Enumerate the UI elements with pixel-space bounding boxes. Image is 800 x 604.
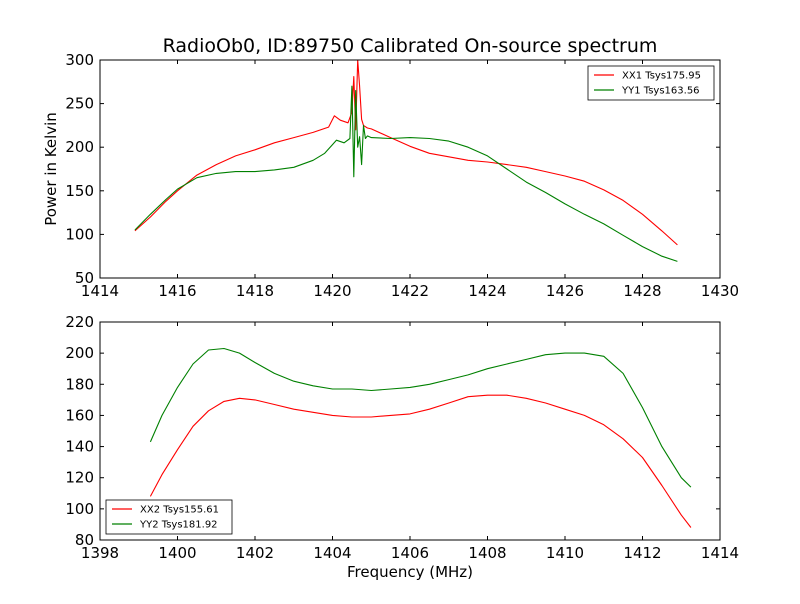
series-line-yy2	[149, 347, 692, 488]
x-tick-label: 1402	[236, 544, 274, 562]
x-tick-label: 1414	[81, 282, 119, 300]
y-tick-label: 250	[65, 95, 94, 113]
legend-box	[587, 65, 715, 101]
y-tick-label: 150	[65, 182, 94, 200]
legend: XX2 Tsys155.61 YY2 Tsys181.92	[105, 499, 233, 535]
y-tick-label: 140	[65, 438, 94, 456]
series-line-xx1	[134, 60, 678, 246]
y-axis-label: Power in Kelvin	[42, 112, 60, 226]
x-tick-label: 1410	[546, 544, 584, 562]
x-tick-label: 1418	[236, 282, 274, 300]
y-tick-label: 200	[65, 138, 94, 156]
x-axis-label: Frequency (MHz)	[347, 563, 473, 581]
y-tick-label: 180	[65, 375, 94, 393]
y-tick-label: 120	[65, 469, 94, 487]
y-tick-label: 100	[65, 500, 94, 518]
x-tick-label: 1400	[158, 544, 196, 562]
y-tick-label: 80	[75, 531, 94, 549]
y-tick-label: 300	[65, 51, 94, 69]
x-tick-label: 1416	[158, 282, 196, 300]
x-tick-label: 1412	[623, 544, 661, 562]
x-tick-label: 1426	[546, 282, 584, 300]
x-tick-label: 1424	[468, 282, 506, 300]
legend-box	[105, 499, 233, 535]
x-tick-label: 1398	[81, 544, 119, 562]
chart-panel-1: 1414 1416 1418 1420 1422 1424 1426 1428 1430 50 10…	[42, 35, 739, 300]
legend-label: XX2 Tsys155.61	[140, 505, 219, 516]
legend-label: YY2 Tsys181.92	[139, 520, 218, 531]
y-tick-label: 200	[65, 344, 94, 362]
x-tick-label: 1408	[468, 544, 506, 562]
legend-label: XX1 Tsys175.95	[622, 71, 701, 82]
y-tick-label: 220	[65, 313, 94, 331]
series-line-yy1	[134, 85, 678, 262]
x-tick-label: 1404	[313, 544, 351, 562]
x-tick-label: 1430	[701, 282, 739, 300]
x-tick-label: 1414	[701, 544, 739, 562]
y-tick-label: 50	[75, 269, 94, 287]
chart-panel-2: 1398 1400 1402 1404 1406 1408 1410 1412 1414 80 10…	[65, 313, 739, 581]
x-tick-label: 1422	[391, 282, 429, 300]
series-line-xx2	[149, 394, 692, 528]
chart-title: RadioOb0, ID:89750 Calibrated On-source …	[163, 35, 658, 57]
x-tick-label: 1428	[623, 282, 661, 300]
y-tick-label: 100	[65, 225, 94, 243]
legend-label: YY1 Tsys163.56	[621, 86, 700, 97]
x-tick-label: 1406	[391, 544, 429, 562]
legend: XX1 Tsys175.95 YY1 Tsys163.56	[587, 65, 715, 101]
x-tick-label: 1420	[313, 282, 351, 300]
y-tick-label: 160	[65, 406, 94, 424]
